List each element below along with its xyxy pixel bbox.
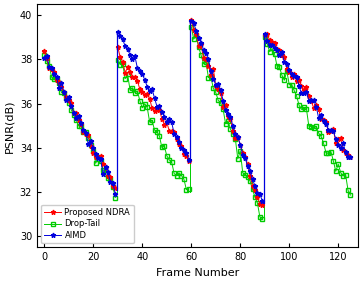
Drop-Tail [62, 91, 66, 95]
Proposed NDRA [45, 56, 49, 60]
Proposed NDRA [86, 133, 90, 136]
AIMD [89, 139, 93, 143]
Y-axis label: PSNR(dB): PSNR(dB) [4, 99, 14, 153]
AIMD [84, 131, 88, 134]
Drop-Tail [89, 143, 93, 146]
Drop-Tail [104, 172, 108, 176]
AIMD [104, 165, 108, 169]
Drop-Tail [96, 155, 100, 158]
Proposed NDRA [96, 155, 100, 158]
Drop-Tail [74, 118, 78, 122]
AIMD [64, 98, 68, 102]
Line: Drop-Tail: Drop-Tail [43, 53, 117, 199]
Proposed NDRA [101, 162, 105, 165]
AIMD [69, 104, 73, 108]
AIMD [79, 121, 83, 124]
Proposed NDRA [42, 50, 46, 53]
Legend: Proposed NDRA, Drop-Tail, AIMD: Proposed NDRA, Drop-Tail, AIMD [41, 204, 134, 243]
Proposed NDRA [47, 67, 51, 70]
Proposed NDRA [104, 165, 108, 169]
AIMD [52, 72, 56, 76]
Proposed NDRA [50, 67, 54, 71]
Proposed NDRA [98, 154, 103, 157]
X-axis label: Frame Number: Frame Number [156, 268, 239, 278]
Drop-Tail [76, 124, 81, 127]
Drop-Tail [81, 130, 86, 133]
AIMD [59, 82, 64, 85]
AIMD [86, 143, 90, 146]
Drop-Tail [50, 76, 54, 79]
Drop-Tail [79, 125, 83, 128]
Drop-Tail [91, 149, 96, 152]
AIMD [62, 90, 66, 94]
Proposed NDRA [54, 78, 59, 82]
AIMD [76, 115, 81, 118]
Drop-Tail [54, 77, 59, 81]
Drop-Tail [47, 64, 51, 67]
AIMD [42, 57, 46, 60]
Line: AIMD: AIMD [42, 53, 118, 197]
AIMD [81, 129, 86, 132]
AIMD [67, 96, 71, 99]
Proposed NDRA [89, 145, 93, 148]
AIMD [74, 116, 78, 119]
AIMD [98, 157, 103, 161]
Drop-Tail [45, 60, 49, 63]
Proposed NDRA [69, 101, 73, 105]
Proposed NDRA [76, 118, 81, 121]
Drop-Tail [59, 91, 64, 94]
Drop-Tail [101, 168, 105, 171]
Proposed NDRA [81, 131, 86, 134]
Proposed NDRA [91, 152, 96, 155]
AIMD [111, 181, 115, 184]
AIMD [45, 54, 49, 57]
Proposed NDRA [79, 122, 83, 125]
Proposed NDRA [93, 156, 98, 159]
AIMD [101, 173, 105, 176]
Drop-Tail [113, 196, 118, 199]
Drop-Tail [111, 186, 115, 189]
AIMD [113, 193, 118, 196]
Proposed NDRA [84, 132, 88, 135]
Proposed NDRA [62, 91, 66, 94]
AIMD [57, 86, 61, 89]
Proposed NDRA [67, 99, 71, 102]
Drop-Tail [84, 131, 88, 134]
AIMD [54, 76, 59, 79]
Proposed NDRA [72, 112, 76, 115]
Drop-Tail [67, 101, 71, 105]
AIMD [91, 146, 96, 150]
AIMD [108, 181, 113, 184]
AIMD [72, 111, 76, 114]
Proposed NDRA [106, 174, 110, 177]
Drop-Tail [86, 136, 90, 140]
Drop-Tail [108, 177, 113, 180]
Proposed NDRA [59, 86, 64, 89]
AIMD [50, 66, 54, 69]
AIMD [47, 65, 51, 69]
Drop-Tail [98, 159, 103, 162]
Proposed NDRA [57, 81, 61, 84]
Proposed NDRA [108, 175, 113, 179]
Proposed NDRA [113, 187, 118, 190]
Drop-Tail [69, 108, 73, 111]
Line: Proposed NDRA: Proposed NDRA [42, 49, 118, 191]
Drop-Tail [106, 177, 110, 180]
AIMD [106, 171, 110, 174]
Drop-Tail [42, 53, 46, 57]
Drop-Tail [52, 77, 56, 80]
AIMD [93, 152, 98, 156]
Proposed NDRA [74, 111, 78, 114]
Drop-Tail [72, 113, 76, 117]
Drop-Tail [64, 96, 68, 100]
Drop-Tail [57, 81, 61, 84]
AIMD [96, 157, 100, 160]
Proposed NDRA [52, 70, 56, 74]
Proposed NDRA [111, 184, 115, 188]
Drop-Tail [93, 162, 98, 165]
Proposed NDRA [64, 96, 68, 99]
